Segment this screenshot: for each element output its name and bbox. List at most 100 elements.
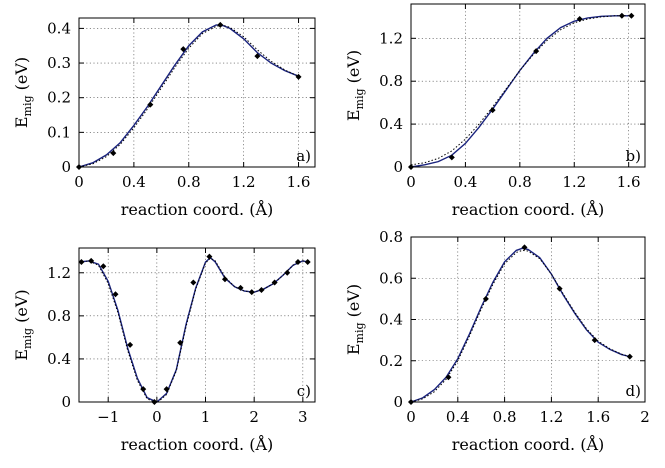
x-tick-label: 0.4 (446, 408, 470, 426)
data-point (217, 21, 224, 28)
y-axis-label-main: E (344, 343, 363, 355)
y-axis-label: Emig (eV) (12, 289, 34, 360)
data-point (177, 339, 184, 346)
x-axis-label: reaction coord. (Å) (452, 199, 605, 219)
data-point (206, 253, 213, 260)
data-point (190, 279, 197, 286)
x-tick-label: 2 (249, 408, 259, 426)
y-tick-label: 0.8 (379, 228, 403, 246)
x-axis-label: reaction coord. (Å) (121, 199, 274, 219)
x-tick-label: 0 (406, 173, 416, 191)
y-tick-label: 0.4 (379, 311, 403, 329)
x-axis-label: reaction coord. (Å) (452, 434, 605, 454)
data-point (304, 259, 311, 265)
data-point (533, 48, 540, 55)
y-tick-label: 0.8 (379, 72, 403, 90)
x-tick-label: 1.2 (562, 173, 586, 191)
y-axis-label-sub: mig (21, 95, 34, 116)
panel-c: −1 0 1 2 3 0 0.4 0.8 1.2 reaction coord. (Å) Emig … (12, 247, 316, 454)
data-point (127, 341, 134, 348)
data-point (88, 257, 95, 264)
data-point (295, 73, 302, 80)
panel-b: 0 0.4 0.8 1.2 1.6 0 0.4 0.8 1.2 reaction coord. (… (344, 3, 646, 219)
data-point (237, 284, 244, 291)
y-tick-label: 0.6 (379, 269, 403, 287)
y-axis-label-unit: (eV) (12, 289, 31, 328)
y-tick-label: 0.1 (47, 123, 71, 141)
y-axis-label-unit: (eV) (344, 50, 363, 89)
x-tick-label: 1.6 (586, 408, 610, 426)
y-axis-label: Emig (eV) (344, 284, 366, 355)
y-axis-label: Emig (eV) (12, 57, 34, 128)
x-axis-label: reaction coord. (Å) (121, 434, 274, 454)
y-tick-label: 1.2 (379, 29, 403, 47)
plot-frame (78, 247, 316, 403)
x-tick-label: 1.6 (617, 173, 641, 191)
y-axis-label-sub: mig (353, 322, 366, 343)
x-tick-label: 0.8 (177, 173, 201, 191)
x-tick-label: 2 (640, 408, 650, 426)
y-tick-label: 0.4 (47, 19, 71, 37)
data-point (489, 107, 496, 114)
y-tick-label: 0.3 (47, 54, 71, 72)
panel-label: a) (296, 147, 311, 165)
panel-a: 0 0.4 0.8 1.2 1.6 0 0.1 0.2 0.3 0.4 reaction coord… (12, 17, 316, 219)
data-point (221, 276, 228, 283)
x-tick-label: 0.4 (122, 173, 146, 191)
data-point (180, 46, 187, 53)
series-line-solid (410, 15, 629, 168)
y-tick-label: 0 (61, 393, 71, 411)
x-tick-label: 0.8 (508, 173, 532, 191)
data-point (271, 279, 278, 286)
data-point (163, 386, 170, 393)
x-tick-label: 1 (201, 408, 211, 426)
y-tick-label: 0.4 (379, 115, 403, 133)
y-axis-label-sub: mig (353, 88, 366, 109)
data-point (78, 259, 85, 265)
x-tick-label: 1.2 (539, 408, 563, 426)
series-line-solid (410, 247, 630, 403)
data-point (294, 259, 301, 265)
x-tick-label: 0 (406, 408, 416, 426)
y-axis-label-unit: (eV) (344, 284, 363, 323)
plot-frame (410, 3, 646, 168)
data-point (258, 287, 265, 293)
data-point (112, 291, 119, 298)
data-point (618, 12, 625, 19)
data-point (248, 289, 255, 296)
y-axis-label-main: E (344, 109, 363, 121)
plot-frame (78, 17, 316, 168)
data-point (628, 12, 635, 19)
data-point (147, 101, 154, 108)
data-point (254, 53, 261, 60)
y-axis-label-unit: (eV) (12, 57, 31, 96)
y-axis-label-sub: mig (21, 328, 34, 349)
x-tick-label: 1.6 (287, 173, 311, 191)
x-tick-label: 1.2 (232, 173, 256, 191)
series-line-solid (78, 24, 299, 168)
data-point (556, 285, 563, 292)
data-point (576, 16, 583, 23)
data-point (140, 386, 147, 393)
panel-label: b) (626, 147, 641, 165)
y-tick-label: 0 (61, 158, 71, 176)
y-tick-label: 0.8 (47, 307, 71, 325)
x-tick-label: 0 (74, 173, 84, 191)
data-point (521, 244, 528, 251)
y-tick-label: 0 (393, 158, 403, 176)
x-tick-label: 0 (152, 408, 162, 426)
y-tick-label: 0.2 (379, 352, 403, 370)
panel-label: c) (297, 382, 311, 400)
data-point (482, 295, 489, 302)
series-line-dotted (78, 257, 308, 404)
data-point (626, 353, 633, 360)
panel-d: 0 0.4 0.8 1.2 1.6 2 0 0.2 0.4 0.6 0.8 reaction coor… (344, 228, 650, 454)
data-point (284, 269, 291, 276)
series-line-dotted (78, 24, 299, 168)
x-tick-label: 0.8 (493, 408, 517, 426)
data-point (448, 154, 455, 161)
y-tick-label: 0.4 (47, 350, 71, 368)
series-line-dotted (410, 249, 630, 403)
x-tick-label: 0.4 (453, 173, 477, 191)
